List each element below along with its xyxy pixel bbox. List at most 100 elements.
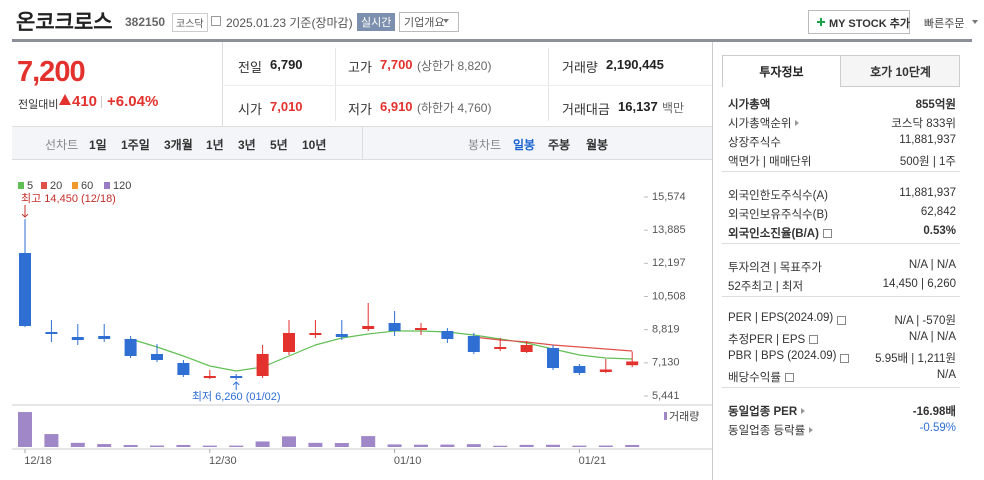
volume-bar: [387, 444, 402, 447]
period-tab[interactable]: 1일: [89, 138, 107, 152]
candle-body: [626, 361, 639, 366]
summary-label: 거래대금: [562, 102, 610, 117]
volume-bar: [466, 444, 481, 447]
dropdown-caret: [443, 19, 449, 26]
tab[interactable]: 호가 10단계: [870, 65, 931, 79]
change-rate: +6.04%: [107, 93, 159, 110]
volume-bar: [202, 445, 217, 447]
info-label: 52주최고 | 최저: [728, 281, 804, 293]
period-tab[interactable]: 월봉: [586, 138, 609, 152]
candle-body: [309, 332, 322, 336]
tab-label: 봉차트: [468, 138, 502, 152]
info-value: 0.53%: [923, 225, 956, 237]
stock-code: 382150: [125, 15, 166, 29]
summary-label: 저가: [348, 102, 372, 117]
plus-icon: [820, 18, 822, 26]
x-tick-label: 12/18: [24, 455, 52, 467]
y-tick-label: 15,574: [652, 191, 686, 203]
divider: [101, 96, 102, 108]
candle-body: [494, 347, 507, 349]
info-value: 62,842: [920, 206, 956, 218]
link-arrow[interactable]: [809, 427, 816, 433]
arrow: [21, 205, 29, 218]
candle-body: [388, 323, 401, 331]
period-tab[interactable]: 주봉: [548, 138, 571, 152]
x-tick-label: 01/10: [394, 455, 422, 467]
divider: [335, 48, 336, 121]
volume-swatch: [664, 412, 667, 420]
divider: [222, 42, 223, 127]
legend-label: 120: [113, 180, 131, 192]
info-icon[interactable]: [837, 316, 846, 325]
info-value: 14,450 | 6,260: [882, 278, 956, 290]
legend-swatch: [104, 182, 110, 189]
section-rule: [722, 296, 960, 297]
market-badge: 코스닥: [172, 13, 208, 32]
divider: [712, 42, 713, 480]
summary-value: 7,010: [270, 99, 303, 114]
info-value: -16.98배: [912, 406, 956, 418]
change-amount: 410: [72, 93, 98, 110]
info-icon[interactable]: [840, 354, 849, 363]
quick-order[interactable]: 빠른주문: [924, 18, 965, 30]
info-icon[interactable]: [809, 335, 818, 344]
link-arrow[interactable]: [795, 120, 802, 126]
period-tab[interactable]: 3년: [238, 138, 256, 152]
info-value: 855억원: [915, 99, 956, 111]
volume-bar: [18, 412, 32, 447]
mystock-button[interactable]: [808, 10, 910, 34]
period-tab[interactable]: 1주일: [121, 138, 150, 152]
candle-body: [441, 330, 454, 339]
realtime-badge[interactable]: 실시간: [357, 13, 396, 31]
info-value: -0.59%: [919, 422, 956, 434]
volume-bar: [150, 445, 164, 447]
info-icon[interactable]: [823, 229, 832, 238]
summary-note: (하한가 4,760): [417, 101, 492, 115]
volume-bar: [255, 441, 270, 447]
legend-label: 5: [27, 180, 33, 192]
summary-label: 거래량: [562, 60, 598, 75]
period-tab[interactable]: 10년: [302, 138, 327, 152]
candle-body: [45, 331, 58, 335]
company-dropdown[interactable]: 기업개요: [399, 12, 460, 32]
info-label: 시가총액순위: [728, 118, 792, 130]
tab[interactable]: 투자정보: [759, 65, 804, 79]
period-tab[interactable]: 5년: [270, 138, 288, 152]
candle-body: [467, 336, 480, 352]
info-label: 동일업종 등락률: [728, 425, 806, 437]
period-tab[interactable]: 1년: [206, 138, 224, 152]
tab-active[interactable]: [722, 55, 841, 87]
volume-bar: [361, 436, 376, 447]
info-label: PBR | BPS (2024.09): [728, 350, 837, 362]
volume-bar: [70, 442, 85, 447]
period-tab[interactable]: 3개월: [164, 138, 193, 152]
period-tab[interactable]: 일봉: [513, 138, 536, 152]
low-annotation: 최저 6,260 (01/02): [192, 390, 281, 403]
info-value: 11,881,937: [899, 134, 956, 146]
summary-label: 고가: [348, 60, 372, 75]
info-label: 배당수익률: [728, 372, 781, 384]
section-rule: [722, 243, 960, 244]
volume-bar: [519, 444, 534, 447]
candle-body: [230, 376, 243, 379]
volume-bar: [97, 444, 112, 447]
legend-label: 60: [81, 180, 93, 192]
mystock-label[interactable]: MY STOCK 추가: [829, 18, 910, 30]
header-rule: [12, 39, 972, 42]
info-icon[interactable]: [785, 373, 794, 382]
info-value: N/A | N/A: [908, 331, 956, 343]
divider: [548, 48, 549, 121]
calendar-icon: [211, 16, 221, 26]
volume-bar: [229, 445, 244, 447]
divider: [362, 127, 363, 160]
y-tick-label: 7,130: [652, 357, 680, 369]
moving-average: [130, 330, 633, 372]
info-label: 액면가 | 매매단위: [728, 156, 812, 168]
volume-bar: [546, 444, 560, 447]
volume-bar: [282, 436, 296, 447]
link-arrow[interactable]: [801, 408, 808, 414]
candle-body: [520, 344, 533, 352]
info-value: N/A | -570원: [894, 315, 956, 327]
volume-bar: [493, 445, 508, 447]
